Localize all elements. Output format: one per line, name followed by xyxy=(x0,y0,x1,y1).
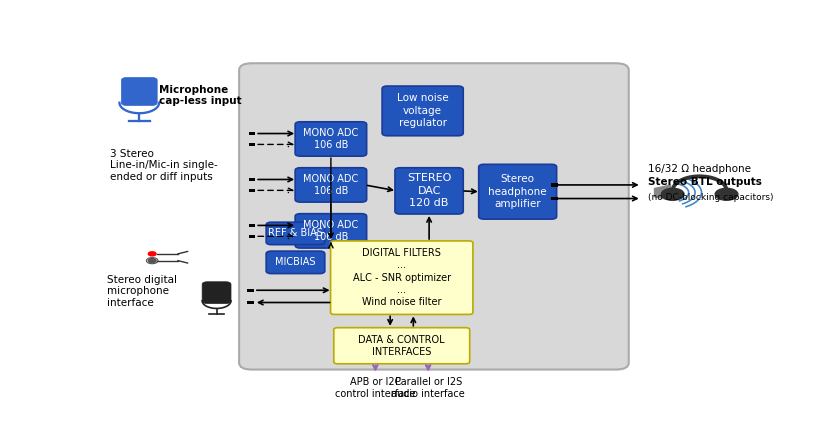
FancyBboxPatch shape xyxy=(202,282,231,304)
Text: Stereo
headphone
amplifier: Stereo headphone amplifier xyxy=(489,174,547,209)
Bar xyxy=(248,178,255,181)
Text: Stereo BTL outputs: Stereo BTL outputs xyxy=(648,177,762,187)
Text: Low noise
voltage
regulator: Low noise voltage regulator xyxy=(397,94,449,128)
Bar xyxy=(248,143,255,146)
Text: 3 Stereo
Line-in/Mic-in single-
ended or diff inputs: 3 Stereo Line-in/Mic-in single- ended or… xyxy=(111,149,218,182)
Text: (no DC-blocking capacitors): (no DC-blocking capacitors) xyxy=(648,193,774,202)
Circle shape xyxy=(148,252,156,256)
Bar xyxy=(552,197,558,200)
Text: Microphone
cap-less input: Microphone cap-less input xyxy=(159,85,241,107)
FancyBboxPatch shape xyxy=(121,77,157,106)
Text: MONO ADC
106 dB: MONO ADC 106 dB xyxy=(303,220,358,242)
Bar xyxy=(248,289,254,292)
Text: DATA & CONTROL
INTERFACES: DATA & CONTROL INTERFACES xyxy=(358,335,445,357)
Bar xyxy=(248,235,255,238)
Text: 16/32 Ω headphone: 16/32 Ω headphone xyxy=(648,164,751,174)
Text: STEREO
DAC
120 dB: STEREO DAC 120 dB xyxy=(407,173,451,208)
FancyBboxPatch shape xyxy=(331,241,473,314)
Bar xyxy=(248,189,255,192)
Circle shape xyxy=(148,259,156,263)
Text: MONO ADC
106 dB: MONO ADC 106 dB xyxy=(303,128,358,150)
Bar xyxy=(248,132,255,135)
Circle shape xyxy=(661,188,684,200)
Circle shape xyxy=(715,188,738,200)
Bar xyxy=(248,224,255,227)
FancyBboxPatch shape xyxy=(395,168,463,214)
Bar xyxy=(248,301,254,304)
Text: MICBIAS: MICBIAS xyxy=(275,257,316,267)
FancyBboxPatch shape xyxy=(295,122,366,156)
Text: Stereo digital
microphone
interface: Stereo digital microphone interface xyxy=(107,274,177,308)
Text: Parallel or I2S
audio interface: Parallel or I2S audio interface xyxy=(391,377,465,399)
Text: REF & BIAS: REF & BIAS xyxy=(268,229,323,238)
FancyBboxPatch shape xyxy=(239,63,629,370)
Text: APB or I2C
control interface: APB or I2C control interface xyxy=(335,377,416,399)
Bar xyxy=(552,183,558,187)
Polygon shape xyxy=(655,185,671,200)
FancyBboxPatch shape xyxy=(382,86,463,136)
FancyBboxPatch shape xyxy=(295,168,366,202)
FancyBboxPatch shape xyxy=(266,222,325,245)
FancyBboxPatch shape xyxy=(295,213,366,248)
FancyBboxPatch shape xyxy=(479,164,557,219)
Text: MONO ADC
106 dB: MONO ADC 106 dB xyxy=(303,174,358,196)
Text: DIGITAL FILTERS
...
ALC - SNR optimizer
...
Wind noise filter: DIGITAL FILTERS ... ALC - SNR optimizer … xyxy=(352,248,450,308)
FancyBboxPatch shape xyxy=(334,328,470,364)
FancyBboxPatch shape xyxy=(266,251,325,274)
